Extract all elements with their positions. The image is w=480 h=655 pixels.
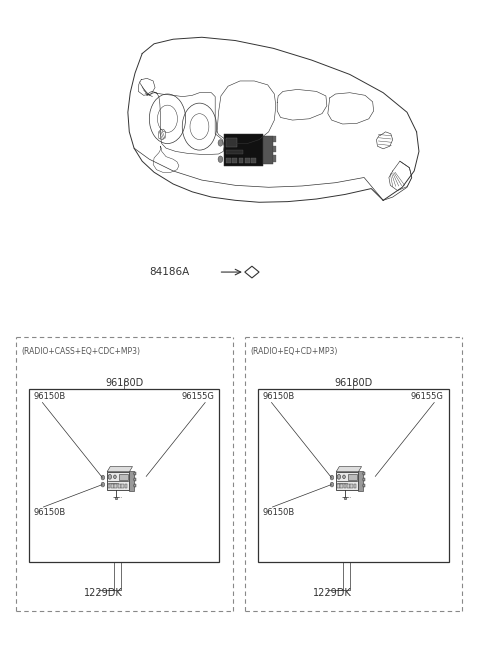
Bar [273, 155, 276, 162]
Bar [336, 472, 359, 490]
Text: 96150B: 96150B [263, 508, 295, 517]
Text: 96150B: 96150B [263, 392, 295, 402]
Bar [251, 158, 256, 163]
Bar [119, 474, 128, 480]
Bar [224, 134, 264, 166]
Bar [111, 484, 114, 488]
Bar [107, 472, 130, 490]
Bar [350, 484, 353, 488]
Text: (RADIO+EQ+CD+MP3): (RADIO+EQ+CD+MP3) [251, 347, 338, 356]
Bar [115, 484, 117, 488]
Bar [118, 484, 120, 488]
Circle shape [343, 475, 345, 479]
Text: 96155G: 96155G [182, 392, 215, 402]
Text: 96150B: 96150B [34, 392, 66, 402]
Bar [264, 136, 273, 164]
Text: (RADIO+CASS+EQ+CDC+MP3): (RADIO+CASS+EQ+CDC+MP3) [22, 347, 141, 356]
Circle shape [134, 472, 135, 475]
Bar [344, 484, 346, 488]
Bar [340, 484, 343, 488]
Bar [134, 472, 136, 475]
Bar [337, 484, 339, 488]
Circle shape [337, 474, 341, 479]
Text: 96180D: 96180D [105, 378, 144, 388]
Text: 1229DK: 1229DK [84, 588, 122, 598]
Bar [121, 484, 124, 488]
Text: 1229DK: 1229DK [312, 588, 351, 598]
Circle shape [114, 475, 116, 479]
Bar [354, 484, 356, 488]
Circle shape [331, 476, 333, 479]
Bar [363, 484, 365, 487]
Circle shape [218, 156, 223, 162]
Bar [363, 472, 365, 475]
Circle shape [363, 478, 365, 481]
Circle shape [102, 476, 104, 479]
Bar [273, 145, 276, 152]
Bar [232, 158, 237, 163]
Circle shape [330, 482, 334, 487]
Bar [134, 484, 136, 487]
Bar [226, 150, 243, 154]
Bar [226, 138, 237, 147]
Circle shape [101, 476, 105, 480]
Circle shape [102, 483, 104, 486]
Bar [348, 474, 357, 480]
Bar [359, 470, 363, 491]
Bar [124, 484, 127, 488]
Circle shape [331, 483, 333, 486]
Bar [273, 136, 276, 142]
Bar [245, 158, 250, 163]
Bar [258, 390, 448, 562]
Bar [347, 484, 349, 488]
Text: 96150B: 96150B [34, 508, 66, 517]
Circle shape [101, 482, 105, 487]
Circle shape [218, 140, 223, 146]
Text: 96180D: 96180D [334, 378, 372, 388]
Circle shape [108, 474, 111, 479]
Bar [134, 478, 136, 481]
Text: 96155G: 96155G [411, 392, 444, 402]
Circle shape [134, 485, 135, 487]
Circle shape [330, 476, 334, 480]
Polygon shape [107, 466, 132, 472]
Bar [115, 497, 118, 499]
Bar [363, 478, 365, 481]
Text: 84186A: 84186A [150, 267, 190, 277]
Bar [108, 484, 110, 488]
Bar [130, 470, 134, 491]
Bar [344, 497, 347, 499]
Bar [226, 158, 231, 163]
Bar [29, 390, 219, 562]
Polygon shape [336, 466, 361, 472]
Circle shape [134, 478, 135, 481]
Circle shape [363, 485, 365, 487]
Bar [239, 158, 243, 163]
Circle shape [363, 472, 365, 475]
